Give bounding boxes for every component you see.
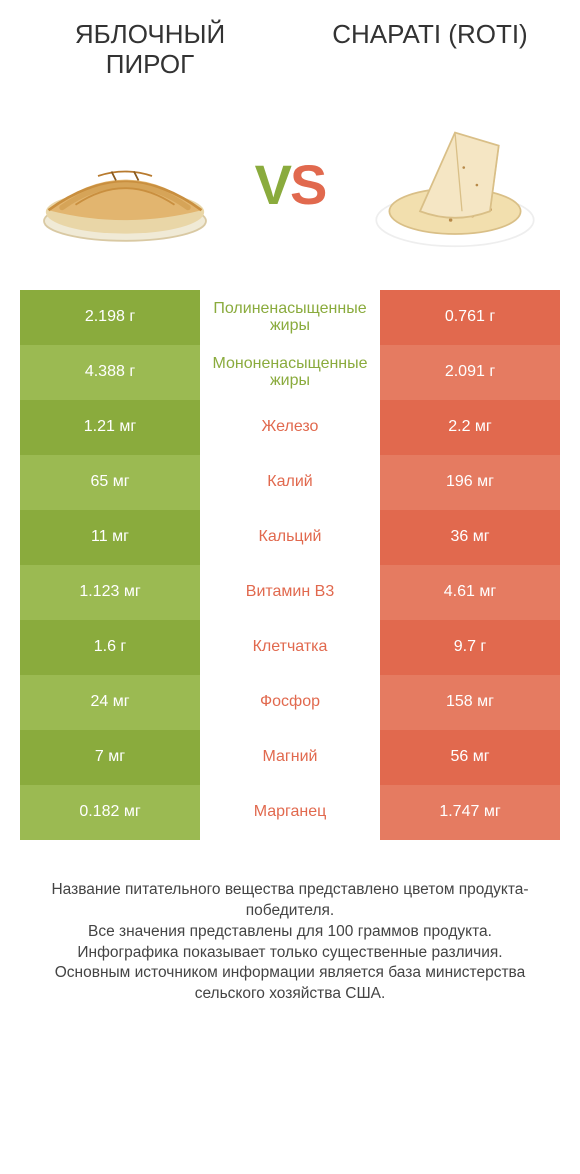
apple-pie-icon (35, 115, 215, 255)
cell-mid: Фосфор (200, 675, 380, 730)
cell-left: 65 мг (20, 455, 200, 510)
header: ЯБЛОЧНЫЙ ПИРОГ CHAPATI (ROTI) (0, 0, 580, 90)
cell-right: 196 мг (380, 455, 560, 510)
table-row: 1.21 мгЖелезо2.2 мг (20, 400, 560, 455)
cell-left: 1.123 мг (20, 565, 200, 620)
vs-s: S (290, 153, 325, 216)
cell-mid: Полиненасыщенные жиры (200, 290, 380, 345)
cell-right: 36 мг (380, 510, 560, 565)
cell-left: 24 мг (20, 675, 200, 730)
cell-left: 0.182 мг (20, 785, 200, 840)
table-row: 24 мгФосфор158 мг (20, 675, 560, 730)
cell-right: 0.761 г (380, 290, 560, 345)
table-row: 11 мгКальций36 мг (20, 510, 560, 565)
cell-right: 4.61 мг (380, 565, 560, 620)
cell-left: 7 мг (20, 730, 200, 785)
footer-line-3: Инфографика показывает только существенн… (20, 943, 560, 964)
title-right: CHAPATI (ROTI) (320, 20, 540, 80)
vs-label: VS (255, 152, 326, 217)
cell-mid: Витамин B3 (200, 565, 380, 620)
cell-left: 2.198 г (20, 290, 200, 345)
comparison-table: 2.198 гПолиненасыщенные жиры0.761 г4.388… (20, 290, 560, 840)
vs-v: V (255, 153, 290, 216)
cell-mid: Магний (200, 730, 380, 785)
cell-left: 11 мг (20, 510, 200, 565)
food-image-right (360, 105, 550, 265)
table-row: 4.388 гМононенасыщенные жиры2.091 г (20, 345, 560, 400)
cell-left: 1.21 мг (20, 400, 200, 455)
cell-mid: Клетчатка (200, 620, 380, 675)
cell-mid: Калий (200, 455, 380, 510)
table-row: 0.182 мгМарганец1.747 мг (20, 785, 560, 840)
chapati-icon (365, 115, 545, 255)
table-row: 1.123 мгВитамин B34.61 мг (20, 565, 560, 620)
table-row: 65 мгКалий196 мг (20, 455, 560, 510)
cell-left: 1.6 г (20, 620, 200, 675)
cell-right: 2.2 мг (380, 400, 560, 455)
cell-right: 9.7 г (380, 620, 560, 675)
table-row: 7 мгМагний56 мг (20, 730, 560, 785)
cell-right: 2.091 г (380, 345, 560, 400)
cell-right: 56 мг (380, 730, 560, 785)
footer: Название питательного вещества представл… (0, 840, 580, 1006)
footer-line-2: Все значения представлены для 100 граммо… (20, 922, 560, 943)
food-image-left (30, 105, 220, 265)
cell-mid: Кальций (200, 510, 380, 565)
cell-mid: Мононенасыщенные жиры (200, 345, 380, 400)
table-row: 2.198 гПолиненасыщенные жиры0.761 г (20, 290, 560, 345)
cell-mid: Марганец (200, 785, 380, 840)
cell-right: 1.747 мг (380, 785, 560, 840)
table-row: 1.6 гКлетчатка9.7 г (20, 620, 560, 675)
cell-left: 4.388 г (20, 345, 200, 400)
images-row: VS (0, 90, 580, 290)
cell-mid: Железо (200, 400, 380, 455)
title-left: ЯБЛОЧНЫЙ ПИРОГ (40, 20, 260, 80)
footer-line-1: Название питательного вещества представл… (20, 880, 560, 922)
footer-line-4: Основным источником информации является … (20, 963, 560, 1005)
cell-right: 158 мг (380, 675, 560, 730)
